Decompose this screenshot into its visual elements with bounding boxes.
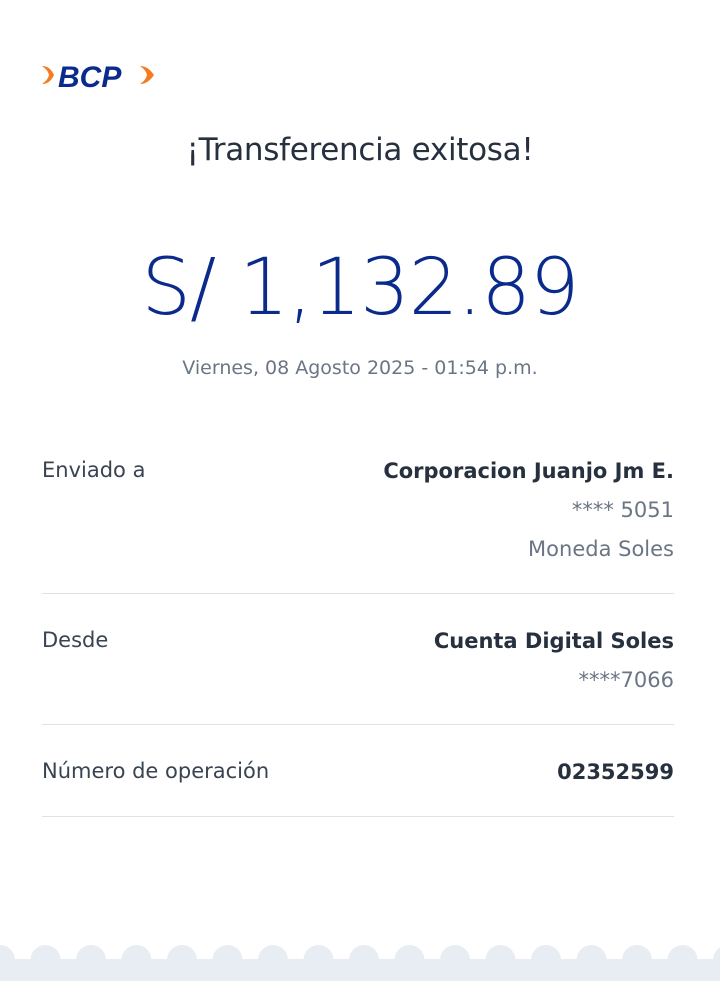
scallop-bump [394, 945, 425, 975]
scallop-bump [485, 945, 516, 975]
scallop-bump [167, 945, 197, 975]
recipient-name: Corporacion Juanjo Jm E. [383, 459, 674, 483]
page-title: ¡Transferencia exitosa! [186, 132, 534, 168]
detail-row-source: Desde Cuenta Digital Soles ****7066 [42, 620, 674, 725]
scallop-bump [30, 945, 61, 975]
source-account-name: Cuenta Digital Soles [433, 629, 674, 653]
detail-row-recipient: Enviado a Corporacion Juanjo Jm E. **** … [42, 450, 674, 594]
scallop-bump [76, 945, 106, 975]
bcp-logo: BCP [42, 61, 154, 92]
receipt-scalloped-edge [0, 945, 720, 981]
operation-number: 02352599 [557, 760, 674, 784]
detail-row-operation: Número de operación 02352599 [42, 751, 674, 817]
scallop-bump [0, 945, 15, 975]
recipient-currency: Moneda Soles [528, 537, 674, 561]
scallop-bump [258, 945, 288, 975]
scallop-bump [667, 945, 698, 975]
transfer-amount: S/ 1,132.89 [141, 243, 580, 333]
scallop-bump [212, 945, 243, 975]
detail-label: Enviado a [42, 458, 146, 482]
source-account-number: ****7066 [578, 668, 674, 692]
detail-label: Desde [42, 628, 109, 652]
scallop-bump [303, 945, 334, 975]
recipient-account: **** 5051 [571, 498, 674, 522]
detail-label: Número de operación [42, 759, 270, 783]
svg-text:BCP: BCP [58, 61, 122, 92]
scallop-bump [349, 945, 379, 975]
scallop-bump [121, 945, 152, 975]
transfer-datetime: Viernes, 08 Agosto 2025 - 01:54 p.m. [182, 357, 538, 379]
scallop-bump [622, 945, 652, 975]
scallop-bump [576, 945, 607, 975]
scallop-bump [440, 945, 470, 975]
scallop-bump [531, 945, 561, 975]
scallop-bump [713, 947, 720, 973]
